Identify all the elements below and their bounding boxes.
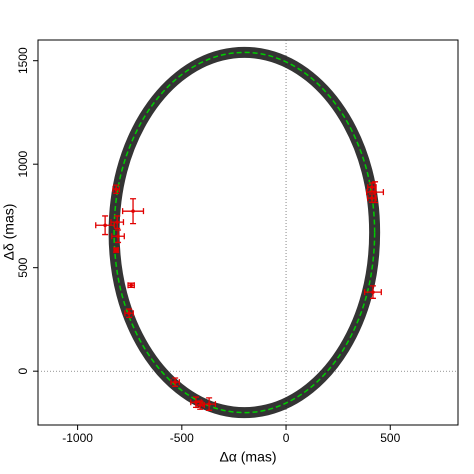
plot-frame	[37, 39, 459, 426]
point	[371, 290, 375, 294]
orbit-line	[113, 51, 376, 414]
point	[116, 234, 120, 239]
point	[370, 185, 374, 189]
point	[207, 402, 211, 406]
x-tick-label: -1000	[62, 431, 93, 445]
point	[114, 187, 118, 192]
point	[373, 190, 377, 194]
y-tick-label: 1000	[16, 151, 30, 178]
point	[127, 311, 131, 316]
y-tick-label: 0	[16, 368, 30, 375]
point	[370, 196, 374, 200]
x-tick-label: -500	[170, 431, 194, 445]
point	[115, 220, 120, 224]
y-tick-label: 1500	[16, 47, 30, 74]
point	[173, 380, 177, 384]
point	[198, 403, 202, 407]
orbit-band	[108, 46, 381, 419]
point	[131, 209, 135, 213]
point	[114, 248, 118, 252]
point	[103, 223, 107, 228]
x-axis-title: Δα (mas)	[219, 449, 276, 465]
y-axis-title: Δδ (mas)	[1, 204, 17, 261]
point	[129, 283, 133, 288]
x-tick-label: 500	[380, 431, 400, 445]
y-tick-label: 500	[16, 257, 30, 277]
x-tick-label: 0	[283, 431, 290, 445]
